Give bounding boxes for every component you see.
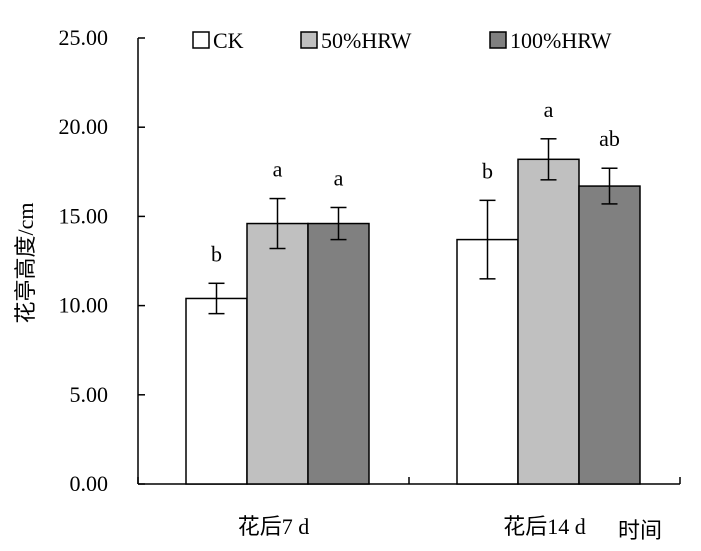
legend-swatch xyxy=(300,31,318,49)
x-axis: 花后7 d 花后14 d xyxy=(137,477,681,539)
significance-letter: a xyxy=(544,97,554,122)
y-tick-label: 15.00 xyxy=(59,203,109,228)
legend-swatch xyxy=(489,31,507,49)
legend-label: 50%HRW xyxy=(321,28,412,53)
bar-50hrw xyxy=(246,222,309,485)
legend: CK 50%HRW 100%HRW xyxy=(192,28,612,53)
bar-50hrw xyxy=(517,158,580,485)
y-tick-label: 0.00 xyxy=(70,471,109,496)
bar-ck xyxy=(456,238,519,485)
x-axis-label: 时间 xyxy=(618,518,662,543)
x-tick-label: 花后14 d xyxy=(503,514,586,539)
bar-100hrw xyxy=(578,185,641,485)
significance-letter: b xyxy=(211,241,222,266)
y-tick-label: 5.00 xyxy=(70,382,109,407)
bar-100hrw xyxy=(307,222,370,485)
legend-swatch xyxy=(192,31,210,49)
significance-letter: a xyxy=(334,165,344,190)
significance-letter: ab xyxy=(599,126,620,151)
y-axis: 0.00 5.00 10.00 15.00 20.00 25.00 xyxy=(59,25,145,496)
y-axis-label: 花亭高度/cm xyxy=(13,203,38,324)
legend-label: 100%HRW xyxy=(510,28,612,53)
x-tick-label: 花后7 d xyxy=(238,514,310,539)
significance-letter: a xyxy=(273,157,283,182)
y-tick-label: 20.00 xyxy=(59,114,109,139)
bar-ck xyxy=(185,297,248,485)
significance-letter: b xyxy=(482,158,493,183)
y-tick-label: 25.00 xyxy=(59,25,109,50)
legend-label: CK xyxy=(213,28,244,53)
y-tick-label: 10.00 xyxy=(59,293,109,318)
